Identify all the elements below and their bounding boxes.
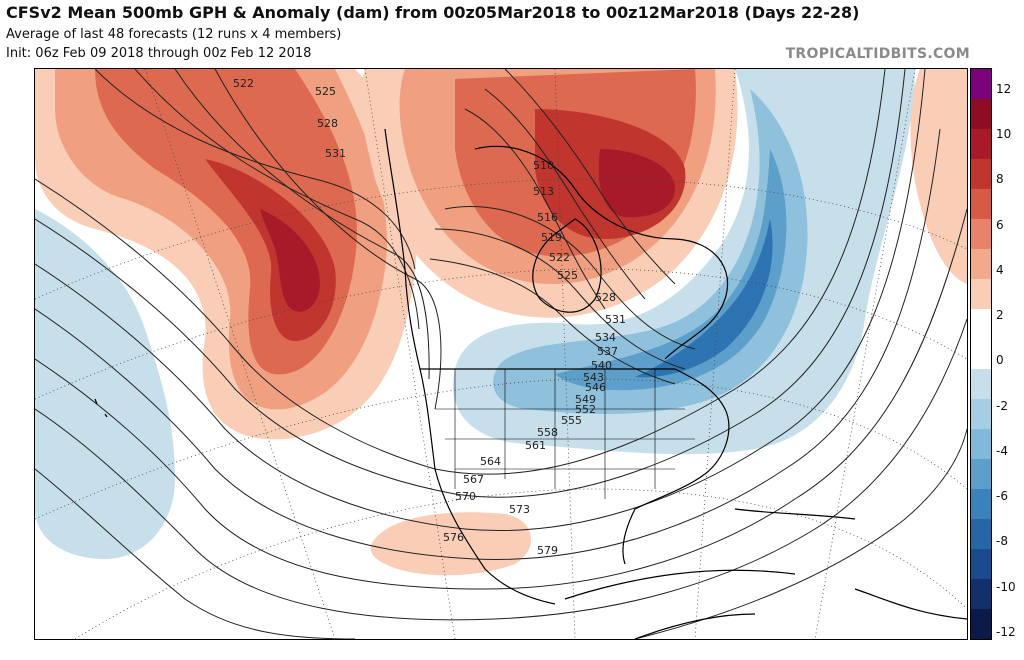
anomaly-positive-west (35, 69, 417, 440)
coastlines (94, 128, 967, 639)
colorbar-tick-label: -4 (996, 443, 1008, 458)
colorbar-segment (971, 459, 991, 489)
init-time-label: Init: 06z Feb 09 2018 through 00z Feb 12… (6, 46, 312, 61)
colorbar-tick-label: 8 (996, 172, 1004, 187)
colorbar-segment (971, 369, 991, 399)
map-title: CFSv2 Mean 500mb GPH & Anomaly (dam) fro… (6, 3, 860, 22)
colorbar-segment (971, 609, 991, 639)
graticule (35, 69, 967, 639)
contour-label: 510 (533, 159, 554, 172)
colorbar-tick-label: -10 (996, 579, 1016, 594)
colorbar-tick-label: 4 (996, 262, 1004, 277)
contour-label: 561 (525, 439, 546, 452)
contour-label: 522 (549, 251, 570, 264)
colorbar-tick-label: -12 (996, 624, 1016, 639)
colorbar-segment (971, 129, 991, 159)
anomaly-colorbar (970, 68, 992, 640)
contour-label: 564 (480, 455, 501, 468)
contour-label: 567 (463, 473, 484, 486)
contour-label: 579 (537, 544, 558, 557)
anomaly-negative-east (453, 69, 915, 455)
anomaly-positive-east (910, 69, 967, 284)
colorbar-segment (971, 249, 991, 279)
watermark-logo: TROPICALTIDBITS.COM (785, 46, 970, 62)
colorbar-segment (971, 489, 991, 519)
colorbar-segment (971, 69, 991, 99)
map-subtitle: Average of last 48 forecasts (12 runs x … (6, 27, 342, 42)
colorbar-segment (971, 519, 991, 549)
contour-label: 531 (605, 313, 626, 326)
contour-label: 525 (315, 85, 336, 98)
colorbar-tick-label: 12 (996, 82, 1012, 96)
colorbar-tick-label: 2 (996, 308, 1004, 323)
contour-label: 528 (317, 117, 338, 130)
colorbar-tick-label: 0 (996, 353, 1004, 368)
contour-label: 531 (325, 147, 346, 160)
contour-label: 576 (443, 531, 464, 544)
contour-label: 525 (557, 269, 578, 282)
colorbar-segment (971, 549, 991, 579)
colorbar-segment (971, 99, 991, 129)
contour-label: 573 (509, 503, 530, 516)
colorbar-tick-label: -2 (996, 398, 1008, 413)
contour-label: 549 (575, 393, 596, 406)
anomaly-negative-pacific (35, 209, 175, 559)
colorbar-tick-label: 6 (996, 217, 1004, 232)
forecast-map[interactable]: 522 525 528 531 510 513 516 519 522 525 … (34, 68, 968, 640)
contour-label: 552 (575, 403, 596, 416)
colorbar-tick-label: 10 (996, 127, 1012, 142)
contour-label: 540 (591, 359, 612, 372)
contour-label: 558 (537, 426, 558, 439)
contour-label: 570 (455, 490, 476, 503)
contour-label: 516 (537, 211, 558, 224)
colorbar-segment (971, 219, 991, 249)
colorbar-segment (971, 429, 991, 459)
colorbar-tick-label: -8 (996, 534, 1008, 549)
contour-label: 546 (585, 381, 606, 394)
anomaly-positive-north (360, 69, 738, 318)
contour-label: 519 (541, 231, 562, 244)
contour-label: 543 (583, 371, 604, 384)
colorbar-segment (971, 339, 991, 369)
colorbar-segment (971, 579, 991, 609)
contour-label: 537 (597, 345, 618, 358)
contour-label: 528 (595, 291, 616, 304)
contour-label: 513 (533, 185, 554, 198)
contour-labels: 522 525 528 531 510 513 516 519 522 525 … (233, 77, 626, 557)
colorbar-segment (971, 309, 991, 339)
state-borders (435, 369, 695, 499)
colorbar-segment (971, 399, 991, 429)
colorbar-tick-label: -6 (996, 489, 1008, 504)
colorbar-segment (971, 159, 991, 189)
contour-label: 522 (233, 77, 254, 90)
colorbar-segment (971, 279, 991, 309)
height-contours (35, 69, 967, 639)
colorbar-segment (971, 189, 991, 219)
contour-label: 555 (561, 414, 582, 427)
contour-label: 534 (595, 331, 616, 344)
